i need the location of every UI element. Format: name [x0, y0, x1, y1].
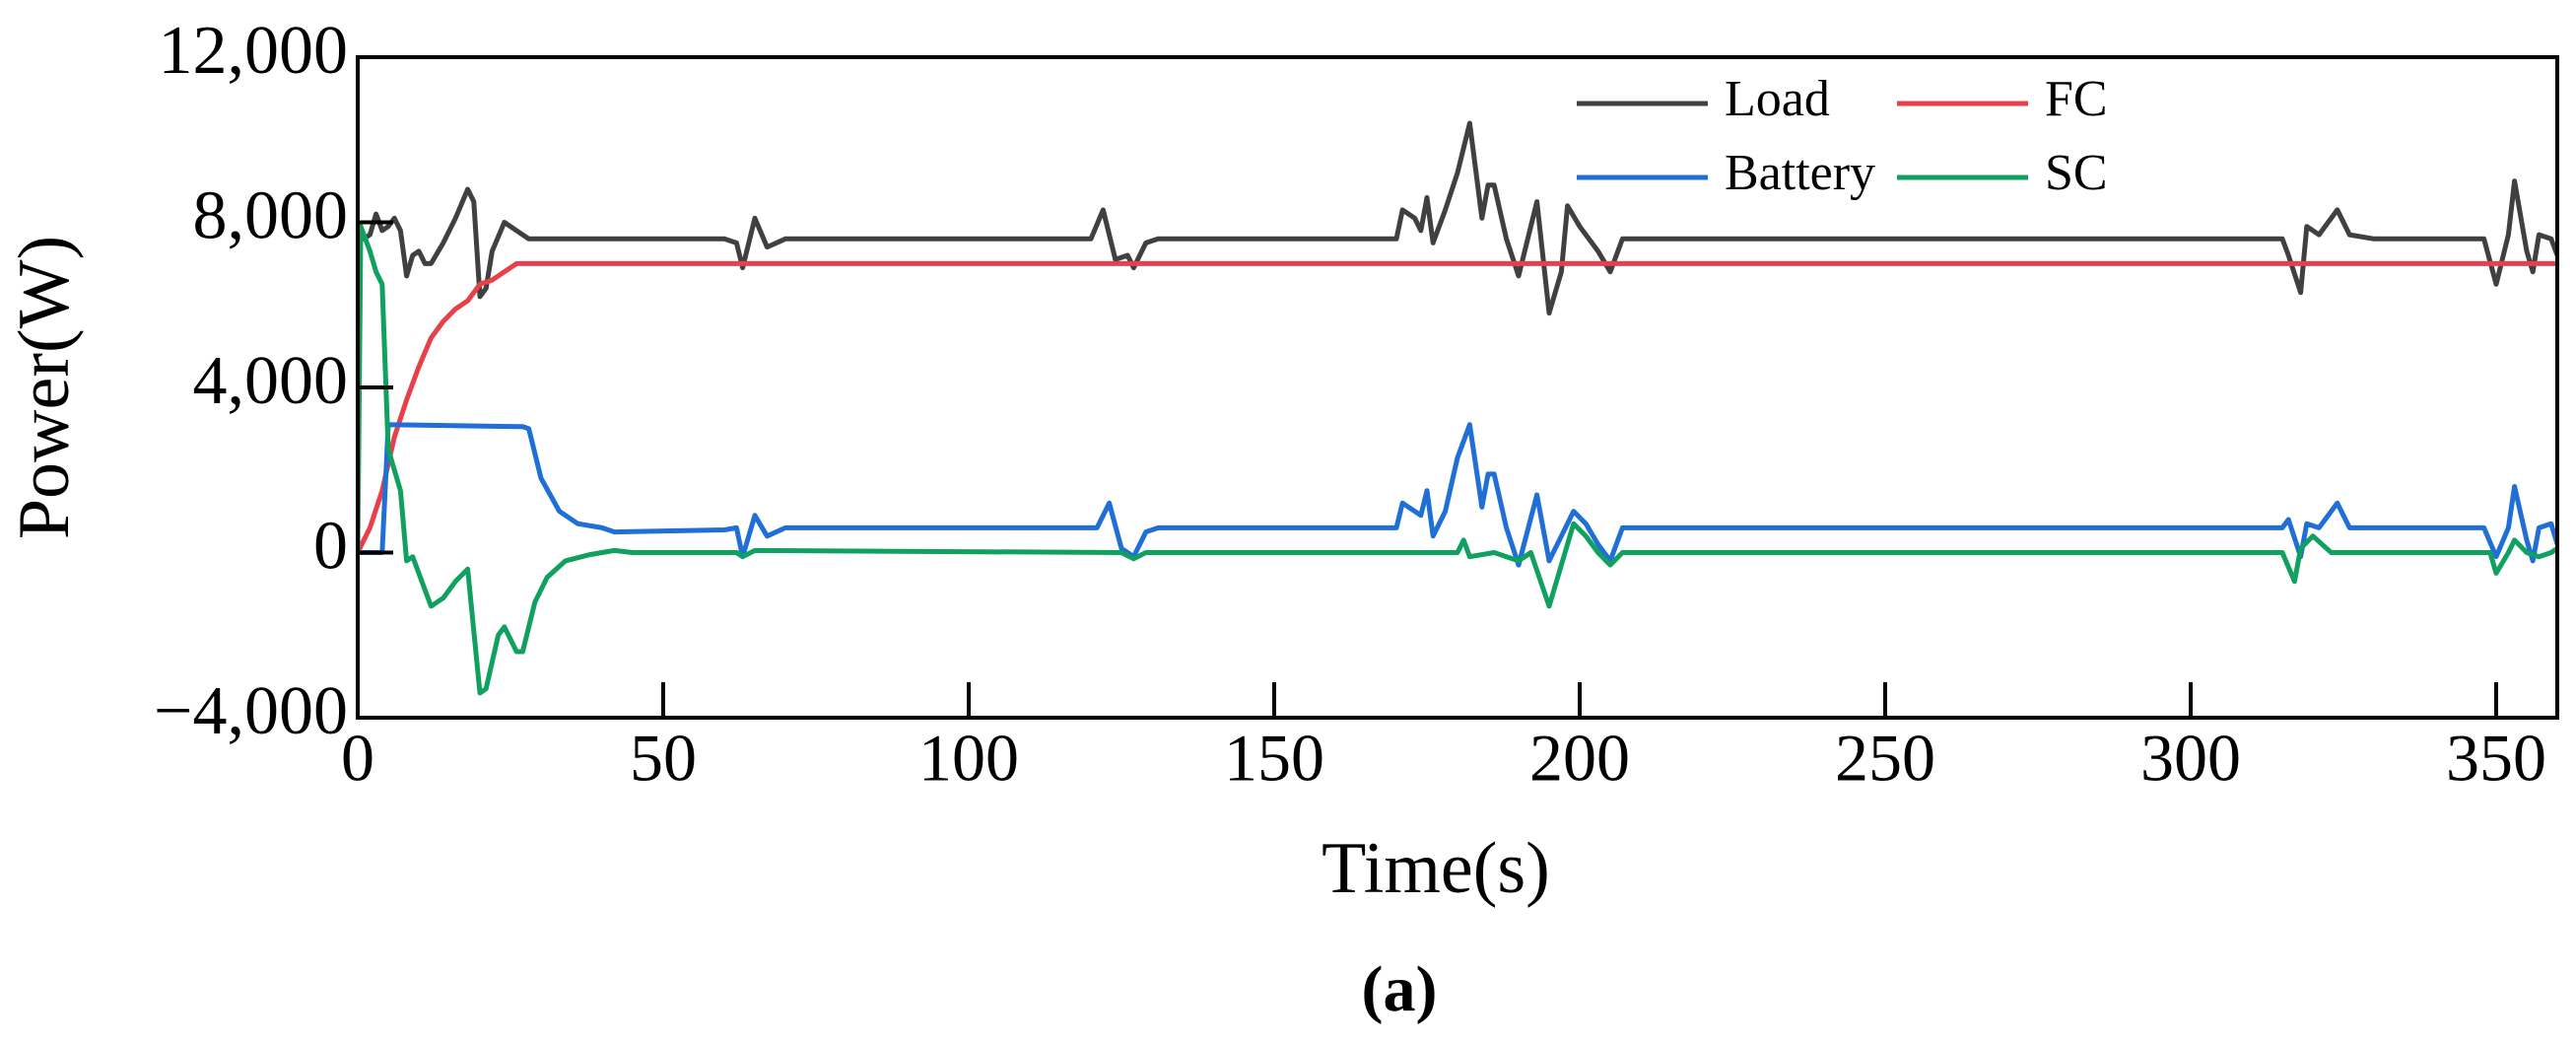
y-tick-label: 0: [313, 509, 348, 585]
x-tick-label: 100: [918, 721, 1019, 796]
legend-label: Battery: [1725, 145, 1875, 201]
legend-label: FC: [2045, 71, 2108, 127]
x-tick-label: 0: [341, 721, 374, 796]
series-line: [358, 224, 2557, 696]
series-line: [358, 260, 2557, 554]
x-tick-label: 350: [2446, 721, 2546, 796]
x-tick-label: 300: [2140, 721, 2241, 796]
x-tick-label: 150: [1224, 721, 1324, 796]
x-tick-label: 250: [1835, 721, 1935, 796]
x-tick-label: 200: [1529, 721, 1630, 796]
legend-label: SC: [2045, 145, 2108, 201]
y-axis-label: Power(W): [4, 236, 85, 539]
plot-frame: [356, 55, 2559, 720]
x-tick-label: 50: [630, 721, 697, 796]
series-line: [358, 120, 2557, 316]
legend-label: Load: [1725, 71, 1830, 127]
y-tick-label: 4,000: [193, 343, 349, 419]
y-tick-label: −4,000: [154, 673, 348, 749]
series-line: [358, 422, 2557, 568]
x-axis-label: Time(s): [1322, 828, 1550, 909]
y-tick-label: 12,000: [159, 13, 349, 89]
plot-area: [358, 120, 2557, 696]
y-tick-label: 8,000: [193, 178, 349, 254]
caption: (a): [1362, 953, 1438, 1025]
